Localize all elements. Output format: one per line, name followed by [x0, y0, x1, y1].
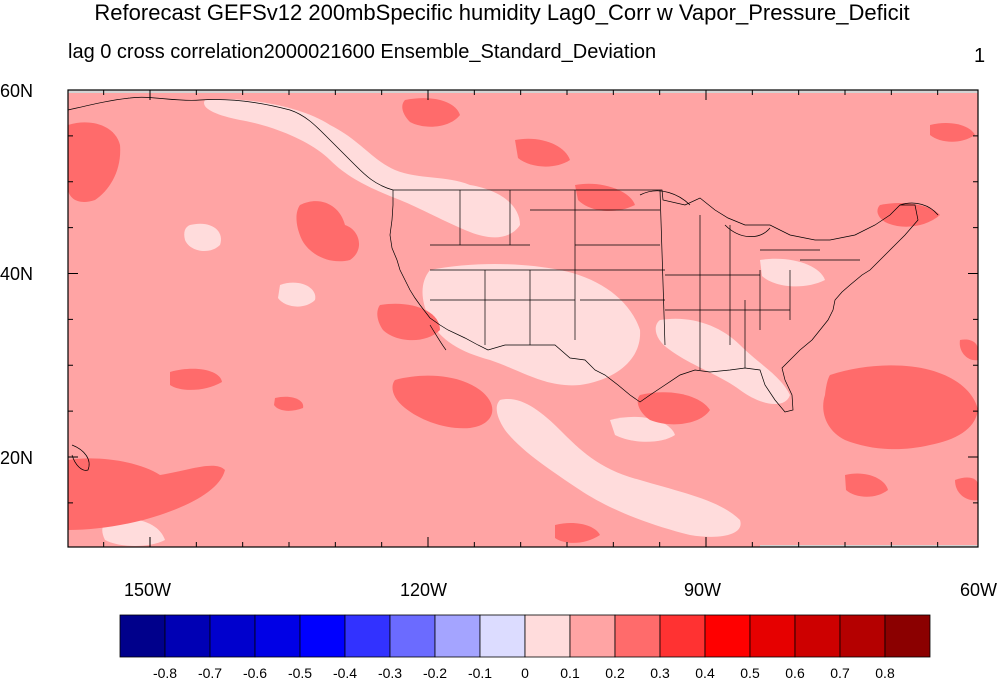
colorbar-tick-label: 0.3 — [650, 665, 670, 681]
colorbar-swatch — [794, 614, 841, 658]
colorbar-tick-label: -0.8 — [152, 665, 178, 681]
colorbar-tick-label: 0.8 — [875, 665, 895, 681]
colorbar-swatch — [299, 614, 346, 658]
colorbar-swatch — [614, 614, 661, 658]
lat-label-40n: 40N — [0, 264, 34, 284]
colorbar-tick-label: -0.5 — [287, 665, 313, 681]
low-correlation-regions — [102, 99, 825, 546]
colorbar-tick-label: -0.6 — [242, 665, 268, 681]
colorbar-swatch — [659, 614, 706, 658]
colorbar-tick-label: -0.4 — [332, 665, 358, 681]
colorbar-swatch — [164, 614, 211, 658]
map-title: Reforecast GEFSv12 200mbSpecific humidit… — [94, 0, 910, 25]
axis-ticks — [68, 89, 978, 547]
map-frame — [67, 89, 979, 548]
lat-label-60n: 60N — [0, 81, 34, 101]
colorbar-tick-label: -0.1 — [467, 665, 493, 681]
colorbar-tick-label: -0.2 — [422, 665, 448, 681]
colorbar-swatch — [119, 614, 166, 658]
corner-label: 1 — [974, 45, 986, 67]
colorbar-tick-label: 0.5 — [740, 665, 760, 681]
colorbar-tick-label: 0.7 — [830, 665, 850, 681]
lon-label-90w: 90W — [684, 580, 722, 600]
colorbar-swatch — [209, 614, 256, 658]
colorbar-tick-label: 0.4 — [695, 665, 715, 681]
colorbar-swatch — [344, 614, 391, 658]
colorbar-tick-label: 0.2 — [605, 665, 625, 681]
state-borders — [389, 189, 919, 413]
colorbar-swatch — [434, 614, 481, 658]
lon-label-60w: 60W — [960, 580, 998, 600]
colorbar-tick-label: -0.3 — [377, 665, 403, 681]
lat-label-20n: 20N — [0, 448, 34, 468]
lon-label-120w: 120W — [400, 580, 448, 600]
colorbar-tick-label: 0.1 — [560, 665, 580, 681]
colorbar-swatch — [569, 614, 616, 658]
colorbar-swatch — [884, 614, 931, 658]
colorbar-swatch — [389, 614, 436, 658]
colorbar-swatch — [839, 614, 886, 658]
colorbar-swatch — [254, 614, 301, 658]
map-subtitle: lag 0 cross correlation2000021600 Ensemb… — [68, 41, 657, 63]
colorbar — [119, 614, 931, 658]
colorbar-tick-label: -0.7 — [197, 665, 223, 681]
colorbar-swatch — [479, 614, 526, 658]
high-correlation-regions — [68, 98, 978, 543]
colorbar-swatch — [749, 614, 796, 658]
colorbar-swatch — [524, 614, 571, 658]
colorbar-swatch — [704, 614, 751, 658]
lon-label-150w: 150W — [124, 580, 172, 600]
correlation-field — [68, 90, 978, 547]
coastlines — [67, 96, 939, 471]
colorbar-tick-label: 0 — [521, 665, 529, 681]
colorbar-tick-label: 0.6 — [785, 665, 805, 681]
missing-data-regions — [68, 90, 978, 547]
